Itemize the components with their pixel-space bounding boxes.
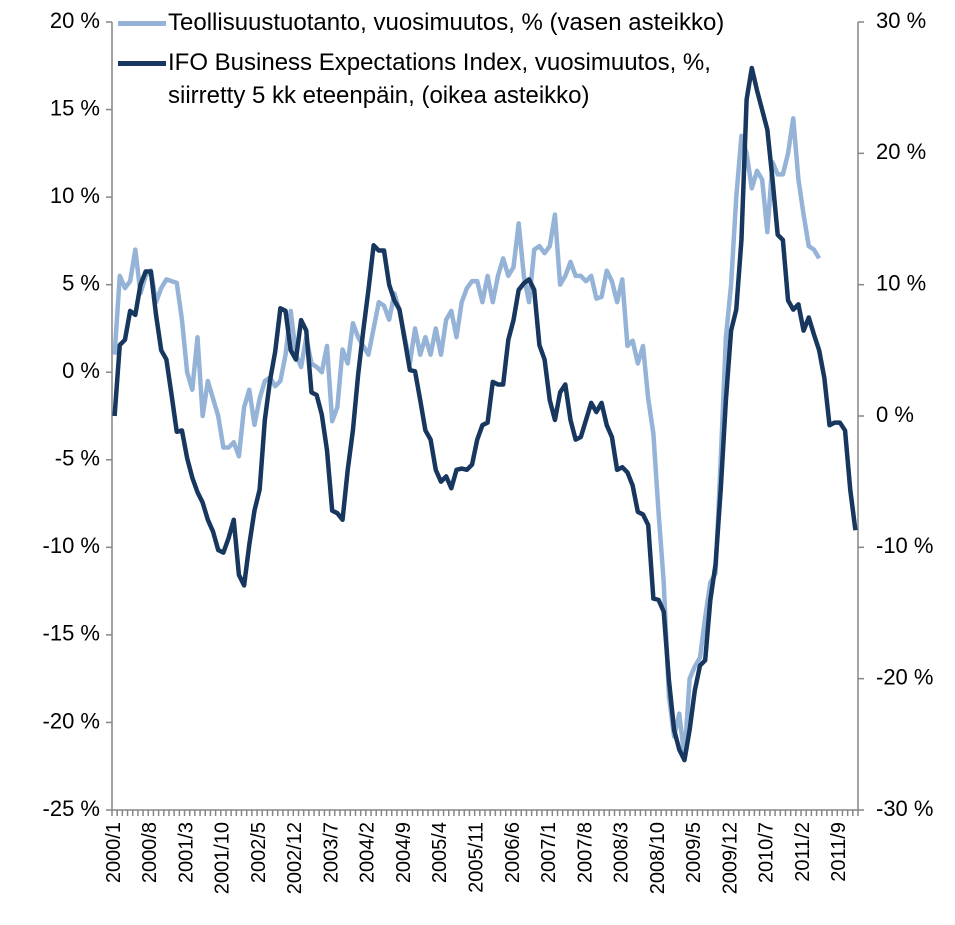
legend-entry: IFO Business Expectations Index, vuosimu…: [118, 46, 738, 112]
y-tick-label: 10 %: [50, 183, 100, 208]
y2-tick-label: 10 %: [876, 270, 926, 295]
x-tick-label: 2008/10: [647, 822, 669, 894]
x-tick-label: 2009/12: [719, 822, 741, 894]
x-tick-label: 2006/6: [502, 822, 524, 883]
legend-entry: Teollisuustuotanto, vuosimuutos, % (vase…: [118, 6, 738, 39]
line-series: [112, 65, 858, 763]
legend-swatch: [118, 21, 166, 26]
legend-swatch: [118, 61, 166, 66]
x-tick-label: 2007/1: [538, 822, 560, 883]
x-tick-label: 2010/7: [756, 822, 778, 883]
y-tick-label: 5 %: [62, 270, 100, 295]
x-tick-label: 2011/2: [792, 822, 814, 882]
x-tick-label: 2001/3: [175, 822, 197, 883]
y2-tick-label: 20 %: [876, 139, 926, 164]
x-tick-label: 2003/7: [320, 822, 342, 883]
y-tick-label: 15 %: [50, 95, 100, 120]
x-tick-label: 2001/10: [212, 822, 234, 894]
x-tick-label: 2008/3: [611, 822, 633, 883]
x-tick-label: 2007/8: [574, 822, 596, 883]
y-tick-label: -20 %: [43, 708, 100, 733]
x-tick-label: 2009/5: [683, 822, 705, 883]
x-tick-label: 2011/9: [828, 822, 850, 882]
legend-label: IFO Business Expectations Index, vuosimu…: [168, 49, 711, 109]
y2-tick-label: 30 %: [876, 8, 926, 33]
y2-tick-label: -20 %: [876, 664, 933, 689]
y-tick-label: -10 %: [43, 533, 100, 558]
x-tick-label: 2000/1: [103, 822, 125, 883]
y-tick-label: -15 %: [43, 621, 100, 646]
x-tick-label: 2000/8: [139, 822, 161, 883]
y2-tick-label: 0 %: [876, 402, 914, 427]
x-tick-label: 2005/11: [466, 822, 488, 893]
legend: Teollisuustuotanto, vuosimuutos, % (vase…: [118, 6, 738, 119]
y-tick-label: -5 %: [55, 446, 100, 471]
y2-tick-label: -10 %: [876, 533, 933, 558]
y2-tick-label: -30 %: [876, 796, 933, 821]
legend-label: Teollisuustuotanto, vuosimuutos, % (vase…: [168, 9, 725, 36]
x-tick-label: 2004/9: [393, 822, 415, 883]
x-tick-label: 2004/2: [357, 822, 379, 883]
y-tick-label: -25 %: [43, 796, 100, 821]
y-tick-label: 20 %: [50, 8, 100, 33]
x-tick-label: 2002/5: [248, 822, 270, 883]
y-tick-label: 0 %: [62, 358, 100, 383]
x-tick-label: 2002/12: [284, 822, 306, 894]
x-tick-label: 2005/4: [429, 822, 451, 883]
line-series: [112, 116, 822, 760]
